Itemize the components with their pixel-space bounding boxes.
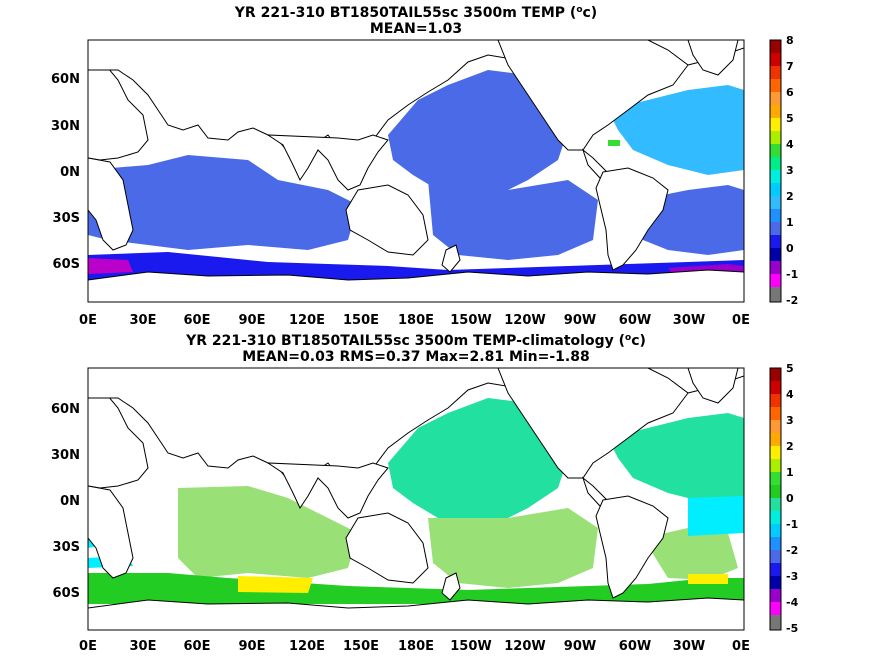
colorbar-label: 0 — [786, 242, 794, 255]
colorbar-label: 3 — [786, 414, 794, 427]
panel-1: YR 221-310 BT1850TAIL55sc 3500m TEMP (oc… — [51, 5, 798, 328]
lat-30n: 30N — [51, 119, 80, 134]
lon-label: 60W — [619, 313, 651, 328]
panel-2-title: YR 221-310 BT1850TAIL55sc 3500m TEMP-cli… — [185, 333, 646, 349]
lon-label: 120W — [504, 639, 545, 654]
panel-2: YR 221-310 BT1850TAIL55sc 3500m TEMP-cli… — [51, 333, 799, 654]
lon-label: 0E — [79, 313, 97, 328]
lat-60s: 60S — [53, 586, 80, 601]
colorbar-label: -3 — [786, 570, 798, 583]
colorbar-label: -5 — [786, 622, 798, 635]
panel-1-lon-axis: 0E 30E 60E 90E 120E 150E 180E 150W 120W … — [79, 313, 750, 328]
lon-label: 30E — [130, 313, 157, 328]
colorbar-label: 5 — [786, 112, 794, 125]
panel-2-map — [88, 368, 744, 630]
lon-label: 150W — [450, 313, 491, 328]
lon-label: 120E — [289, 313, 325, 328]
lat-60s: 60S — [53, 257, 80, 272]
lon-label: 150E — [343, 313, 379, 328]
lon-label: 120E — [289, 639, 325, 654]
lon-label: 0E — [79, 639, 97, 654]
lon-label: 90W — [564, 313, 596, 328]
lon-label: 60W — [619, 639, 651, 654]
lon-label: 30E — [130, 639, 157, 654]
colorbar-label: -1 — [786, 518, 798, 531]
panel-1-stats: MEAN=1.03 — [370, 21, 462, 37]
colorbar-label: 5 — [786, 362, 794, 375]
lon-label: 90W — [564, 639, 596, 654]
colorbar-label: 1 — [786, 216, 794, 229]
lat-30s: 30S — [53, 540, 80, 555]
lon-label: 0E — [732, 639, 750, 654]
colorbar-label: -2 — [786, 294, 798, 307]
lon-label: 120W — [504, 313, 545, 328]
panel-1-frame — [87, 39, 745, 303]
colorbar-label: 3 — [786, 164, 794, 177]
colorbar-label: -1 — [786, 268, 798, 281]
lat-30n: 30N — [51, 448, 80, 463]
panel-2-lon-axis: 0E 30E 60E 90E 120E 150E 180E 150W 120W … — [79, 639, 750, 654]
lon-label: 180E — [398, 313, 434, 328]
lon-label: 0E — [732, 313, 750, 328]
panel-1-title: YR 221-310 BT1850TAIL55sc 3500m TEMP (oc… — [234, 5, 597, 21]
lat-0n: 0N — [60, 165, 80, 180]
panel-1-colorbar: 8 7 6 5 4 3 2 1 0 -1 -2 — [769, 34, 798, 307]
colorbar-label: 4 — [786, 138, 794, 151]
colorbar-label: 6 — [786, 86, 794, 99]
panel-2-lat-axis: 60N 30N 0N 30S 60S — [51, 402, 80, 601]
lon-label: 90E — [239, 639, 266, 654]
colorbar-label: 4 — [786, 388, 794, 401]
lon-label: 150E — [343, 639, 379, 654]
panel-2-stats: MEAN=0.03 RMS=0.37 Max=2.81 Min=-1.88 — [242, 349, 589, 365]
panel-2-colorbar: 5 4 3 2 1 0 -1 -2 -3 -4 -5 — [769, 362, 799, 635]
lat-0n: 0N — [60, 494, 80, 509]
colorbar-label: 2 — [786, 440, 794, 453]
lat-60n: 60N — [51, 402, 80, 417]
lon-label: 60E — [184, 313, 211, 328]
colorbar-label: 2 — [786, 190, 794, 203]
colorbar-label: -4 — [786, 596, 799, 609]
lon-label: 180E — [398, 639, 434, 654]
colorbar-label: 1 — [786, 466, 794, 479]
panel-2-frame — [87, 367, 745, 631]
lat-60n: 60N — [51, 72, 80, 87]
colorbar-label: 0 — [786, 492, 794, 505]
lon-label: 150W — [450, 639, 491, 654]
lon-label: 60E — [184, 639, 211, 654]
lat-30s: 30S — [53, 211, 80, 226]
panel-1-lat-axis: 60N 30N 0N 30S 60S — [51, 72, 80, 272]
lon-label: 90E — [239, 313, 266, 328]
panel-1-map — [88, 40, 744, 302]
lon-label: 30W — [673, 639, 705, 654]
colorbar-label: 7 — [786, 60, 794, 73]
lon-label: 30W — [673, 313, 705, 328]
colorbar-label: -2 — [786, 544, 798, 557]
colorbar-label: 8 — [786, 34, 794, 47]
